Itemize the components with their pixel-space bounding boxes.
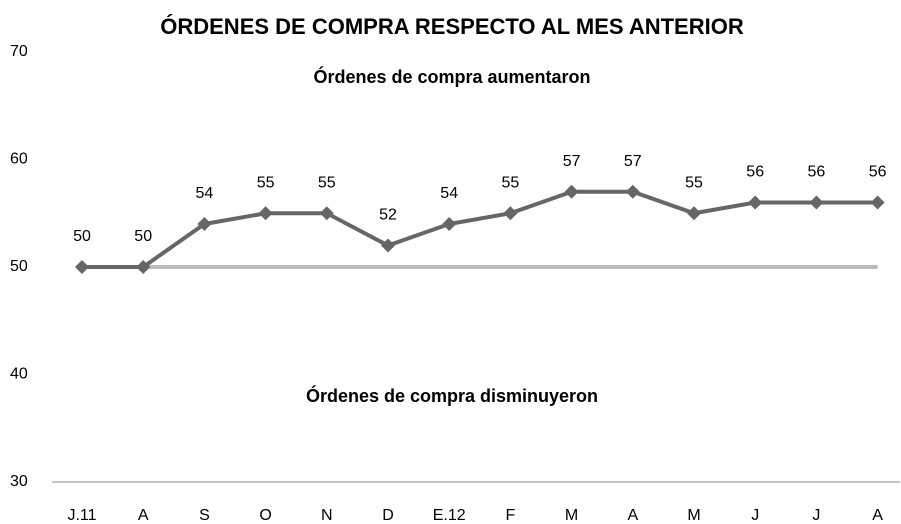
data-label: 52: [379, 207, 397, 224]
x-tick-label: J: [812, 507, 820, 524]
data-label: 54: [440, 185, 458, 202]
x-tick-label: O: [259, 507, 271, 524]
marker: [381, 238, 395, 253]
marker: [503, 206, 518, 221]
x-tick-label: D: [382, 507, 394, 524]
annotation: Órdenes de compra aumentaron: [313, 66, 590, 87]
marker: [136, 260, 151, 274]
x-tick-label: E.12: [433, 507, 466, 524]
marker: [870, 195, 885, 210]
y-tick-label: 60: [10, 151, 28, 168]
data-label: 56: [869, 164, 887, 181]
data-label: 55: [318, 174, 336, 191]
marker: [319, 206, 334, 221]
marker: [748, 195, 763, 210]
marker: [442, 217, 457, 231]
y-tick-label: 30: [10, 473, 28, 490]
marker: [564, 184, 579, 199]
marker: [625, 184, 640, 199]
data-label: 57: [563, 153, 581, 170]
y-tick-label: 50: [10, 258, 28, 275]
chart-title: ÓRDENES DE COMPRA RESPECTO AL MES ANTERI…: [160, 14, 744, 39]
marker: [687, 206, 701, 221]
x-tick-label: F: [506, 507, 516, 524]
data-label: 50: [134, 228, 152, 245]
data-label: 55: [257, 174, 275, 191]
x-tick-label: N: [321, 507, 333, 524]
data-label: 57: [624, 153, 642, 170]
y-tick-label: 70: [10, 43, 28, 60]
x-tick-label: J.11: [67, 507, 96, 524]
x-tick-label: J: [751, 507, 759, 524]
data-label: 56: [746, 164, 764, 181]
annotation: Órdenes de compra disminuyeron: [306, 385, 598, 406]
series-line: [82, 189, 878, 269]
y-tick-label: 40: [10, 366, 28, 383]
marker: [75, 260, 89, 274]
x-tick-label: M: [565, 507, 578, 524]
data-label: 55: [685, 174, 703, 191]
data-label: 55: [502, 174, 520, 191]
data-label: 50: [73, 228, 91, 245]
x-tick-label: A: [138, 507, 149, 524]
data-label: 56: [808, 164, 826, 181]
marker: [197, 217, 212, 231]
x-tick-label: M: [687, 507, 700, 524]
marker: [809, 195, 824, 210]
x-tick-label: A: [872, 507, 883, 524]
data-label: 54: [196, 185, 214, 202]
marker: [258, 206, 273, 221]
x-tick-label: S: [199, 507, 210, 524]
x-tick-label: A: [627, 507, 638, 524]
